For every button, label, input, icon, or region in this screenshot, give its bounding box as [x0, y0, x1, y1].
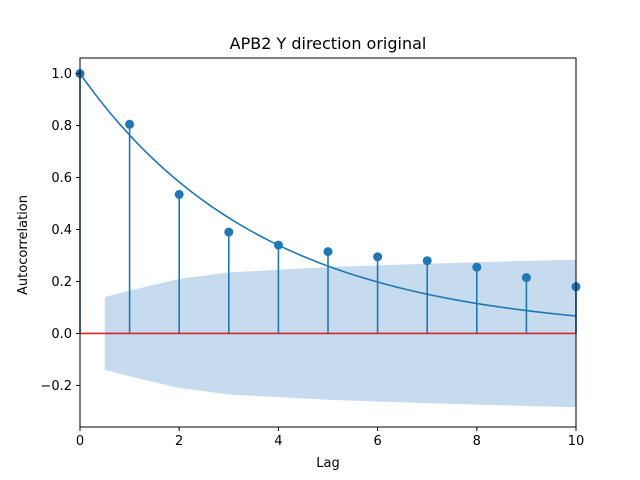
y-tick-label: 0.0 [51, 327, 72, 342]
acf-point [224, 227, 234, 237]
acf-point [373, 252, 383, 262]
y-tick-label: 0.6 [51, 171, 72, 186]
y-tick-label: 0.8 [51, 119, 72, 134]
plot-frame [79, 57, 577, 428]
x-tick-label: 10 [568, 434, 585, 449]
y-tick-label: −0.2 [40, 379, 72, 394]
acf-point [125, 119, 135, 129]
y-tick-label: 1.0 [51, 67, 72, 82]
acf-point [323, 247, 333, 257]
acf-point [174, 189, 184, 199]
x-tick-label: 0 [76, 434, 84, 449]
y-tick-label: 0.2 [51, 275, 72, 290]
acf-point [273, 240, 283, 250]
acf-point [422, 256, 432, 266]
acf-point [521, 273, 531, 283]
x-tick-label: 8 [473, 434, 481, 449]
x-tick-label: 6 [373, 434, 381, 449]
x-axis-label: Lag [316, 456, 339, 471]
ticks-layer: 0 2 4 6 8 10 −0.2 0.0 0.2 0.4 0.6 0.8 1.0 [40, 67, 584, 449]
chart-title: APB2 Y direction original [230, 34, 427, 53]
x-tick-label: 4 [274, 434, 282, 449]
stems-layer [75, 69, 581, 334]
acf-point [472, 262, 482, 272]
y-axis-label: Autocorrelation [16, 195, 31, 295]
axes-layer [79, 57, 577, 428]
x-tick-label: 2 [175, 434, 183, 449]
y-tick-label: 0.4 [51, 223, 72, 238]
